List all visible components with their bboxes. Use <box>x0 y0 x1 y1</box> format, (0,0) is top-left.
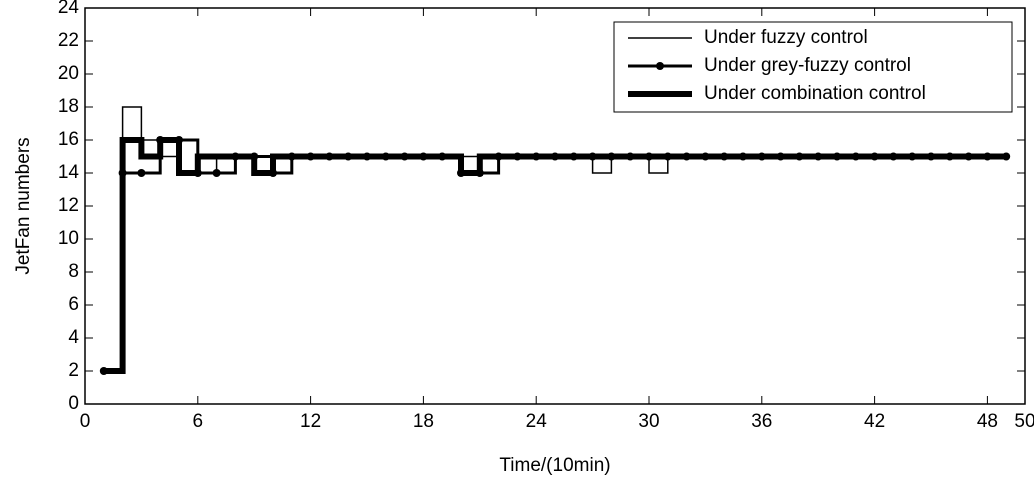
legend: Under fuzzy control Under grey-fuzzy cont… <box>613 21 1013 113</box>
legend-label: Under combination control <box>704 83 926 104</box>
y-axis-label: JetFan numbers <box>13 137 34 274</box>
x-tick-label: 12 <box>300 411 321 432</box>
x-tick-label: 24 <box>526 411 548 432</box>
x-tick-label: 18 <box>413 411 434 432</box>
x-tick-label: 36 <box>751 411 772 432</box>
y-tick-label: 14 <box>58 162 80 183</box>
legend-label: Under fuzzy control <box>704 27 868 48</box>
point <box>137 169 146 177</box>
y-tick-label: 18 <box>58 96 79 117</box>
x-tick-label: 0 <box>80 411 91 432</box>
x-tick-label: 42 <box>864 411 885 432</box>
y-tick-label: 22 <box>58 30 79 51</box>
x-tick-label: 48 <box>977 411 998 432</box>
y-tick-label: 4 <box>68 327 79 348</box>
legend-label: Under grey-fuzzy control <box>704 55 911 76</box>
legend-marker <box>656 62 664 70</box>
point <box>212 169 221 177</box>
stairs-line <box>103 138 1007 373</box>
y-tick-label: 24 <box>58 0 80 18</box>
x-tick-label: 6 <box>193 411 204 432</box>
stairs-line <box>103 106 1007 372</box>
y-tick-label: 10 <box>58 228 79 249</box>
x-axis-label: Time/(10min) <box>499 455 610 476</box>
y-tick-label: 2 <box>68 360 79 381</box>
y-tick-label: 16 <box>58 129 79 150</box>
x-tick-label: 30 <box>638 411 659 432</box>
y-tick-label: 8 <box>68 261 79 282</box>
y-tick-label: 12 <box>58 195 79 216</box>
stairs-line <box>103 137 1007 374</box>
x-tick-label: 50 <box>1014 411 1034 432</box>
y-tick-label: 20 <box>58 63 79 84</box>
y-tick-label: 6 <box>68 294 79 315</box>
y-tick-label: 0 <box>68 393 79 414</box>
